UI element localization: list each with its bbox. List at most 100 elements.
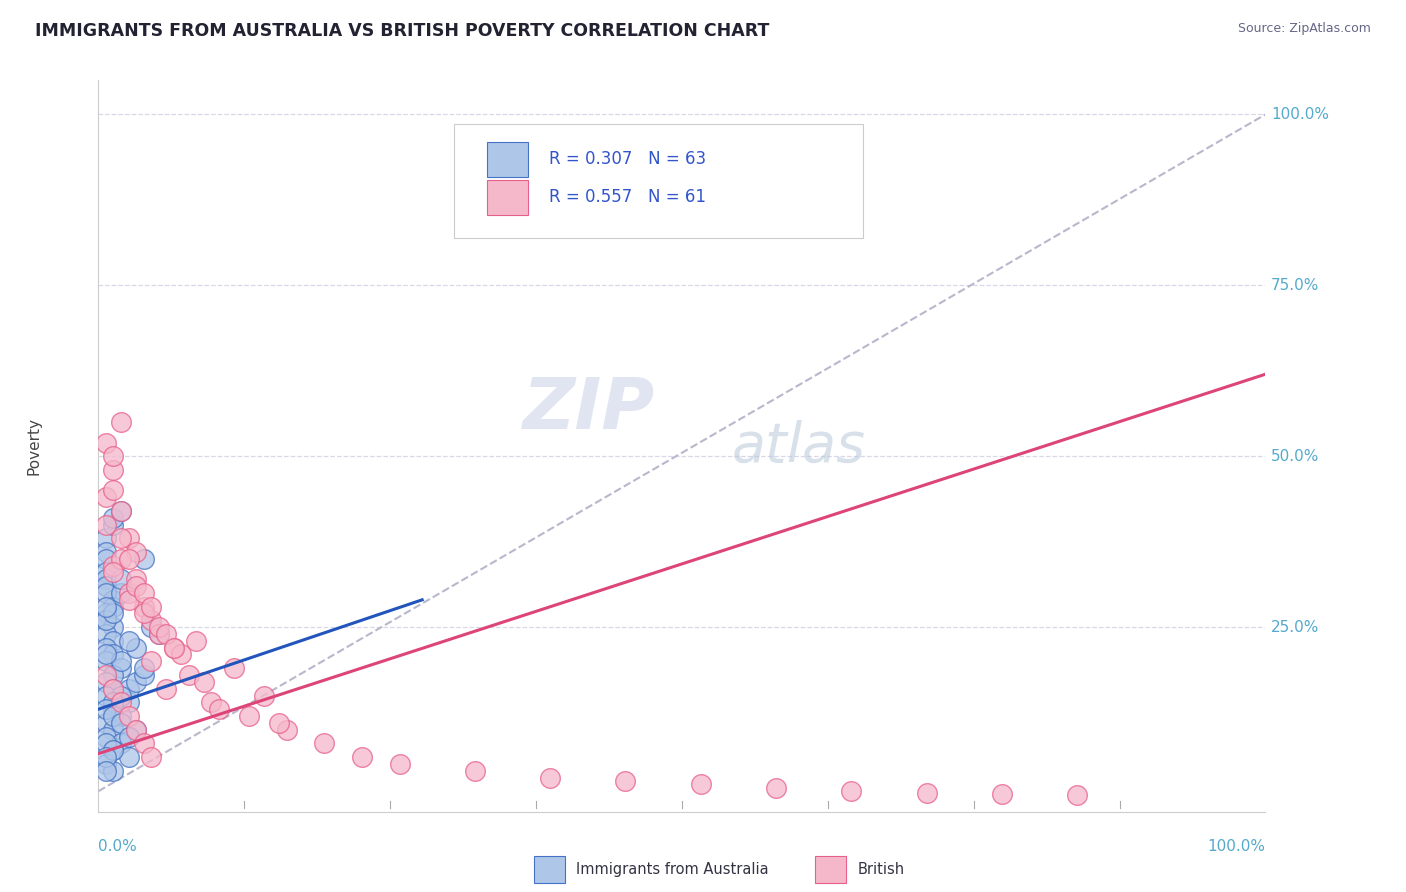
Point: [839, 784, 862, 798]
Point: [103, 668, 125, 682]
Point: [155, 681, 177, 696]
Point: [94, 531, 117, 545]
FancyBboxPatch shape: [454, 124, 863, 237]
Text: 0.0%: 0.0%: [98, 839, 138, 854]
Point: [103, 620, 125, 634]
Point: [765, 780, 787, 795]
Point: [139, 620, 162, 634]
Point: [94, 689, 117, 703]
Point: [125, 579, 148, 593]
Point: [193, 674, 215, 689]
Text: 25.0%: 25.0%: [1271, 620, 1320, 634]
Point: [94, 654, 117, 668]
Point: [117, 709, 139, 723]
Point: [117, 592, 139, 607]
Point: [915, 786, 938, 800]
Point: [186, 633, 208, 648]
Point: [94, 674, 117, 689]
Point: [103, 566, 125, 580]
Point: [94, 640, 117, 655]
Point: [94, 572, 117, 586]
Point: [117, 586, 139, 600]
Text: R = 0.557   N = 61: R = 0.557 N = 61: [548, 188, 706, 206]
Point: [222, 661, 245, 675]
Point: [689, 777, 711, 791]
Point: [103, 743, 125, 757]
Point: [94, 613, 117, 627]
Point: [125, 640, 148, 655]
Text: British: British: [858, 863, 905, 877]
Point: [148, 627, 170, 641]
Point: [110, 504, 132, 518]
Point: [464, 764, 486, 778]
Point: [103, 743, 125, 757]
Point: [94, 613, 117, 627]
Point: [103, 709, 125, 723]
Point: [125, 545, 148, 559]
Point: [350, 750, 373, 764]
Point: [110, 695, 132, 709]
Point: [991, 787, 1014, 801]
Point: [94, 668, 117, 682]
Text: Source: ZipAtlas.com: Source: ZipAtlas.com: [1237, 22, 1371, 36]
Point: [103, 558, 125, 573]
Point: [103, 607, 125, 621]
Point: [614, 774, 637, 789]
Point: [125, 674, 148, 689]
Point: [94, 648, 117, 662]
Point: [208, 702, 231, 716]
Point: [238, 709, 260, 723]
Point: [139, 599, 162, 614]
Point: [110, 415, 132, 429]
Point: [117, 695, 139, 709]
Point: [94, 435, 117, 450]
Point: [139, 750, 162, 764]
Point: [132, 586, 155, 600]
Point: [155, 627, 177, 641]
Point: [117, 730, 139, 744]
Bar: [486, 142, 527, 177]
Text: atlas: atlas: [731, 419, 866, 473]
Point: [269, 715, 291, 730]
Point: [103, 463, 125, 477]
Point: [314, 736, 336, 750]
Point: [103, 599, 125, 614]
Text: ZIP: ZIP: [523, 375, 655, 444]
Point: [94, 750, 117, 764]
Point: [94, 545, 117, 559]
Point: [110, 586, 132, 600]
Point: [103, 695, 125, 709]
Point: [125, 723, 148, 737]
Point: [94, 764, 117, 778]
Point: [125, 572, 148, 586]
Point: [117, 681, 139, 696]
Text: Immigrants from Australia: Immigrants from Australia: [576, 863, 769, 877]
Point: [94, 579, 117, 593]
Point: [110, 551, 132, 566]
Point: [117, 633, 139, 648]
Point: [94, 756, 117, 771]
Text: 100.0%: 100.0%: [1271, 107, 1329, 122]
Point: [103, 483, 125, 498]
Point: [132, 668, 155, 682]
Point: [94, 607, 117, 621]
Point: [94, 627, 117, 641]
Point: [94, 586, 117, 600]
Point: [94, 517, 117, 532]
Point: [1066, 788, 1088, 802]
Point: [103, 592, 125, 607]
Point: [132, 551, 155, 566]
Point: [177, 668, 200, 682]
Point: [110, 736, 132, 750]
Text: IMMIGRANTS FROM AUSTRALIA VS BRITISH POVERTY CORRELATION CHART: IMMIGRANTS FROM AUSTRALIA VS BRITISH POV…: [35, 22, 769, 40]
Point: [132, 607, 155, 621]
Point: [94, 730, 117, 744]
Text: 75.0%: 75.0%: [1271, 277, 1320, 293]
Point: [253, 689, 276, 703]
Point: [110, 654, 132, 668]
Text: 50.0%: 50.0%: [1271, 449, 1320, 464]
Point: [110, 709, 132, 723]
Point: [110, 715, 132, 730]
Point: [148, 620, 170, 634]
Point: [103, 681, 125, 696]
